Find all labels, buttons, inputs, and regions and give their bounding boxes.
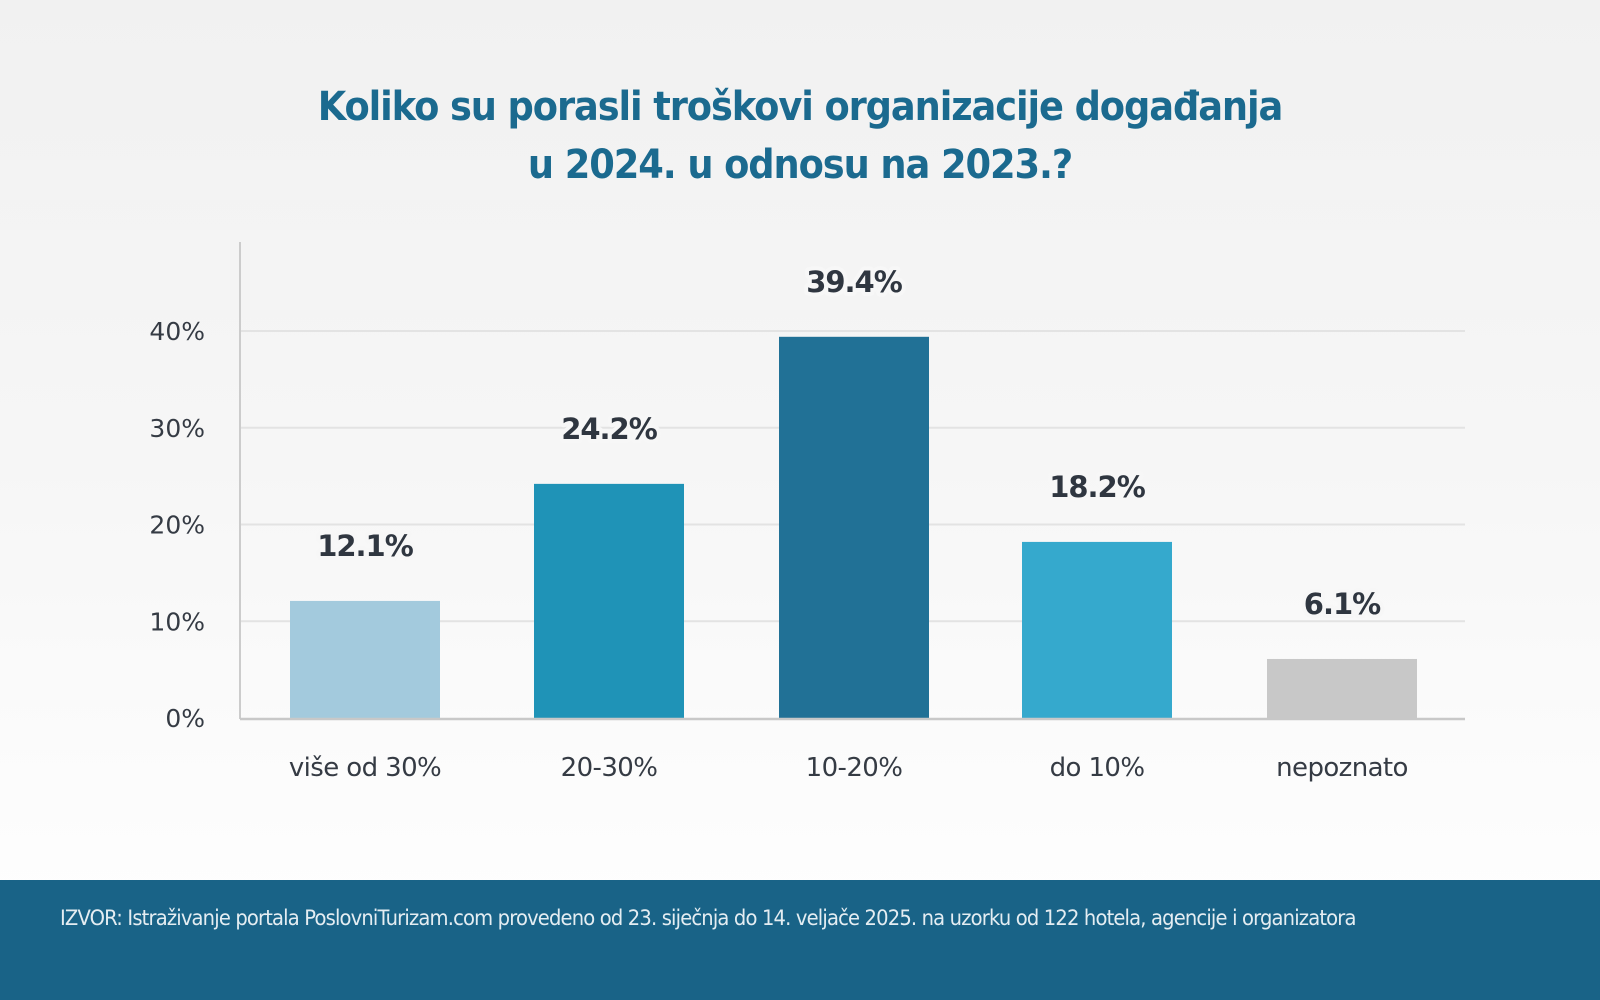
x-tick-label: 20-30% xyxy=(561,753,658,783)
chart-title-line-1: Koliko su porasli troškovi organizacije … xyxy=(317,84,1284,130)
source-footer: IZVOR: Istraživanje portala PoslovniTuri… xyxy=(0,880,1600,1000)
y-tick-label: 40% xyxy=(149,317,205,346)
x-tick-label: do 10% xyxy=(1050,753,1145,783)
data-label: 6.1% xyxy=(1304,587,1381,621)
y-tick-label: 20% xyxy=(149,511,205,540)
data-labels: 12.1%12.1%24.2%24.2%39.4%39.4%18.2%18.2%… xyxy=(313,261,1386,625)
data-label: 39.4% xyxy=(806,265,903,299)
bars xyxy=(290,336,1417,718)
x-tick-label: 10-20% xyxy=(806,753,903,783)
bar xyxy=(290,600,440,718)
bar xyxy=(1267,658,1417,718)
bar xyxy=(534,483,684,718)
chart-title-line-2: u 2024. u odnosu na 2023.? xyxy=(527,142,1073,188)
source-text: IZVOR: Istraživanje portala PoslovniTuri… xyxy=(60,906,1356,930)
data-label-halo: 39.4% xyxy=(806,265,903,299)
bar xyxy=(779,336,929,718)
y-tick-label: 0% xyxy=(165,704,205,733)
chart-title: Koliko su porasli troškovi organizacije … xyxy=(64,78,1536,194)
data-label-halo: 6.1% xyxy=(1304,587,1381,621)
y-axis-ticks: 0% 10% 20% 30% 40% xyxy=(149,317,205,733)
x-tick-label: više od 30% xyxy=(289,753,441,783)
data-label: 12.1% xyxy=(317,529,414,563)
data-label: 24.2% xyxy=(561,412,658,446)
data-label-halo: 12.1% xyxy=(317,529,414,563)
bar xyxy=(1022,541,1172,718)
data-label-halo: 18.2% xyxy=(1049,470,1146,504)
y-tick-label: 10% xyxy=(149,607,205,636)
x-tick-label: nepoznato xyxy=(1276,753,1408,783)
data-label-halo: 24.2% xyxy=(561,412,658,446)
bar-chart: 12.1%12.1%24.2%24.2%39.4%39.4%18.2%18.2%… xyxy=(149,242,1465,783)
data-label: 18.2% xyxy=(1049,470,1146,504)
x-axis-ticks: više od 30% 20-30% 10-20% do 10% nepoznato xyxy=(289,753,1409,783)
y-tick-label: 30% xyxy=(149,414,205,443)
